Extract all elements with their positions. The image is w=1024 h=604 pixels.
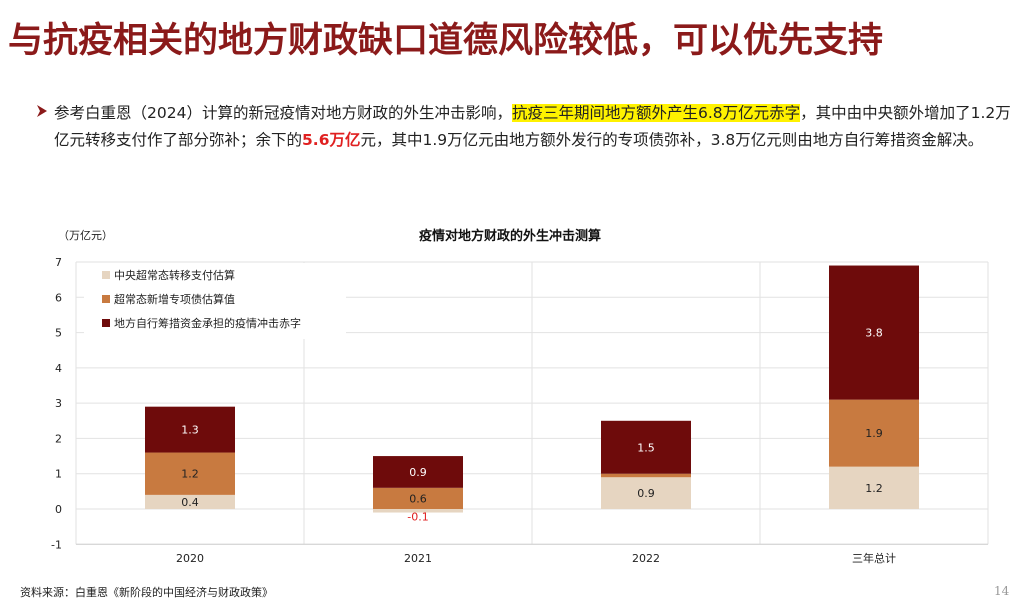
chart-title: 疫情对地方财政的外生冲击测算 <box>418 229 601 244</box>
x-tick-label: 2020 <box>176 552 204 565</box>
x-tick-label: 2022 <box>632 552 660 565</box>
bar-segment <box>145 406 235 453</box>
data-label: 0.4 <box>181 496 199 509</box>
page-title: 与抗疫相关的地方财政缺口道德风险较低，可以优先支持 <box>8 21 884 61</box>
bar-segment <box>829 466 919 509</box>
legend-label: 地方自行筹措资金承担的疫情冲击赤字 <box>114 316 301 330</box>
bar-segment <box>601 420 691 474</box>
x-tick-label: 三年总计 <box>852 551 896 565</box>
y-tick-label: -1 <box>51 538 62 551</box>
legend-swatch <box>102 271 110 279</box>
bullet-text-part3: 元，其中1.9万亿元由地方额外发行的专项债弥补，3.8万亿元则由地方自行筹措资金… <box>360 131 984 149</box>
arrow-bullet-icon <box>37 105 47 117</box>
data-label: 1.2 <box>181 468 199 481</box>
bar-segment <box>373 487 463 509</box>
bullet-text-part1: 参考白重恩（2024）计算的新冠疫情对地方财政的外生冲击影响， <box>54 104 512 122</box>
bar-segment <box>601 473 691 478</box>
data-label: 0.9 <box>637 487 655 500</box>
data-label: 1.3 <box>181 424 199 437</box>
legend-label: 超常态新增专项债估算值 <box>114 292 235 306</box>
y-tick-label: 0 <box>55 503 62 516</box>
data-label: 3.8 <box>865 327 883 340</box>
source-note: 资料来源：白重恩《新阶段的中国经济与财政政策》 <box>20 586 273 599</box>
y-tick-label: 3 <box>55 397 62 410</box>
y-tick-label: 7 <box>55 256 62 269</box>
y-tick-label: 5 <box>55 327 62 340</box>
legend-box <box>84 263 346 339</box>
data-label: 1.5 <box>637 441 655 454</box>
bar-segment <box>829 265 919 400</box>
data-label: -0.1 <box>407 511 428 524</box>
data-label: 1.9 <box>865 427 883 440</box>
y-tick-label: 2 <box>55 432 62 445</box>
y-tick-label: 1 <box>55 468 62 481</box>
bar-segment <box>373 509 463 513</box>
data-label: 1.2 <box>865 482 883 495</box>
bullet-text: 参考白重恩（2024）计算的新冠疫情对地方财政的外生冲击影响，抗疫三年期间地方额… <box>54 100 1014 154</box>
legend-swatch <box>102 319 110 327</box>
data-label: 0.6 <box>409 492 427 505</box>
bar-segment <box>373 456 463 488</box>
bar-segment <box>145 494 235 509</box>
bullet-red-figure: 5.6万亿 <box>302 131 361 149</box>
y-axis-unit: （万亿元） <box>58 229 113 242</box>
y-tick-label: 6 <box>55 291 62 304</box>
bar-segment <box>601 477 691 509</box>
bullet-highlight: 抗疫三年期间地方额外产生6.8万亿元赤字 <box>511 104 801 122</box>
y-tick-label: 4 <box>55 362 62 375</box>
legend-label: 中央超常态转移支付估算 <box>114 268 235 282</box>
x-tick-label: 2021 <box>404 552 432 565</box>
data-label: 0.9 <box>409 466 427 479</box>
bar-segment <box>829 399 919 467</box>
page-number: 14 <box>994 584 1010 598</box>
legend-swatch <box>102 295 110 303</box>
bar-segment <box>145 452 235 495</box>
bullet-text-part2: ，其中由中央额外增加了1.2万亿元转移支付作了部分弥补；余下的 <box>54 104 1011 149</box>
